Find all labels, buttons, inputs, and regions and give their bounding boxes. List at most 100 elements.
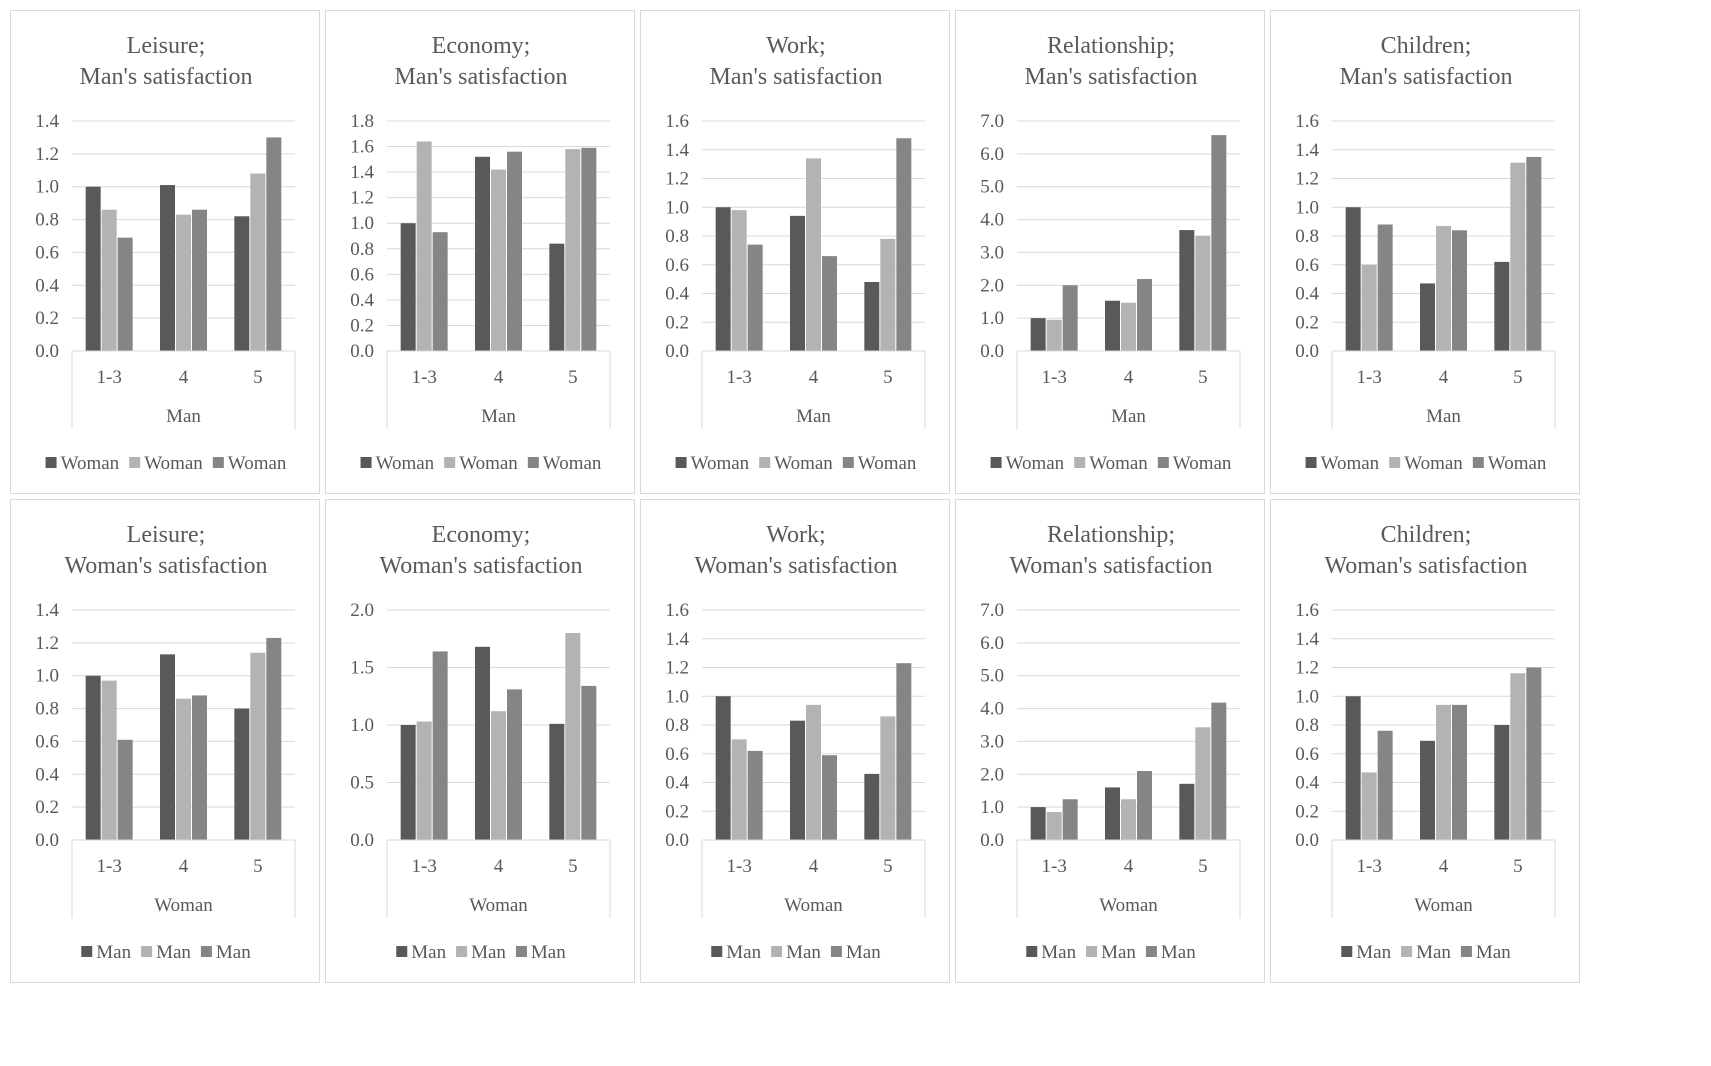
x-axis-label: Woman <box>154 895 213 916</box>
legend-swatch <box>1389 457 1401 468</box>
y-tick-label: 0.4 <box>1295 284 1319 305</box>
x-axis-label: Woman <box>1099 895 1158 916</box>
y-tick-label: 1.0 <box>1295 197 1319 218</box>
bar <box>416 721 432 840</box>
legend-swatch <box>990 457 1002 468</box>
bar <box>822 256 837 351</box>
legend-label: Man <box>1161 942 1196 963</box>
legend-swatch <box>1460 946 1472 957</box>
legend-label: Man <box>471 942 506 963</box>
chart-title: Children; <box>1381 522 1472 548</box>
x-tick-label: 1-3 <box>412 856 437 877</box>
bar <box>507 151 522 351</box>
chart-svg: Leisure; Woman's satisfaction 0.0 0.2 0.4 0.6… <box>35 522 296 963</box>
bar <box>1195 235 1211 351</box>
y-tick-label: 0.4 <box>1295 773 1319 794</box>
chart-title: Woman's satisfaction <box>379 553 582 579</box>
y-tick-label: 2.0 <box>980 275 1004 296</box>
bar <box>266 137 282 351</box>
y-tick-label: 0.6 <box>665 744 689 765</box>
chart-title: Man's satisfaction <box>1025 64 1198 90</box>
bar <box>790 215 805 351</box>
bar <box>864 282 880 351</box>
y-tick-label: 1.6 <box>665 600 689 621</box>
y-tick-label: 1.0 <box>980 797 1004 818</box>
x-tick-label: 1-3 <box>1357 856 1382 877</box>
legend-label: Woman <box>376 453 435 474</box>
x-tick-label: 1-3 <box>97 367 122 388</box>
bar <box>1121 302 1136 351</box>
y-tick-label: 3.0 <box>980 731 1004 752</box>
legend-label: Woman <box>61 453 120 474</box>
y-tick-label: 0.2 <box>350 315 374 336</box>
legend-swatch <box>1074 457 1086 468</box>
legend-swatch <box>212 457 224 468</box>
x-tick-label: 5 <box>1513 367 1523 388</box>
bar <box>806 704 821 840</box>
bar <box>176 698 191 840</box>
bar <box>491 169 506 351</box>
chart-svg: Children; Woman's satisfaction 0.0 0.2 0.4 0.… <box>1295 522 1556 963</box>
y-tick-label: 1.2 <box>35 633 59 654</box>
bar <box>1137 279 1152 351</box>
bar <box>101 680 117 840</box>
y-tick-label: 1.2 <box>1295 658 1319 679</box>
x-tick-label: 1-3 <box>727 367 752 388</box>
bar <box>1030 318 1046 351</box>
legend-label: Woman <box>1488 453 1547 474</box>
y-tick-label: 0.8 <box>1295 226 1319 247</box>
x-tick-label: 4 <box>179 856 189 877</box>
y-tick-label: 0.4 <box>35 275 59 296</box>
bar <box>880 716 896 840</box>
bar <box>806 158 821 351</box>
x-tick-label: 4 <box>494 856 504 877</box>
x-tick-label: 4 <box>809 367 819 388</box>
bar <box>1436 704 1451 840</box>
y-tick-label: 0.4 <box>35 764 59 785</box>
bar <box>266 637 282 840</box>
bar <box>581 685 597 840</box>
y-tick-label: 0.2 <box>35 308 59 329</box>
y-tick-label: 1.4 <box>35 111 59 132</box>
y-tick-label: 0.0 <box>350 830 374 851</box>
bar <box>1510 162 1526 351</box>
chart-panel: Relationship; Woman's satisfaction 0.0 1.0 2… <box>955 499 1265 983</box>
bar <box>1211 135 1227 351</box>
x-tick-label: 4 <box>179 367 189 388</box>
chart-svg: Leisure; Man's satisfaction 0.0 0.2 0.4 0.6 0.… <box>35 33 296 474</box>
bar <box>1377 730 1393 840</box>
bar <box>715 207 731 351</box>
y-tick-label: 1.0 <box>1295 686 1319 707</box>
x-axis-label: Man <box>1426 406 1461 427</box>
x-axis-label: Man <box>796 406 831 427</box>
bar <box>1345 696 1361 840</box>
y-tick-label: 0.8 <box>665 715 689 736</box>
y-tick-label: 1.4 <box>665 140 689 161</box>
legend-swatch <box>141 946 153 957</box>
chart-title: Woman's satisfaction <box>1009 553 1212 579</box>
y-tick-label: 6.0 <box>980 144 1004 165</box>
y-tick-label: 1.4 <box>35 600 59 621</box>
legend-label: Woman <box>1173 453 1232 474</box>
bar <box>1420 740 1435 840</box>
x-tick-label: 1-3 <box>727 856 752 877</box>
chart-title: Work; <box>766 33 825 59</box>
bar <box>85 675 101 840</box>
x-tick-label: 4 <box>1439 856 1449 877</box>
x-axis-label: Man <box>481 406 516 427</box>
y-tick-label: 1.0 <box>350 213 374 234</box>
bar <box>896 138 912 351</box>
bar <box>1436 225 1451 351</box>
x-tick-label: 5 <box>1198 367 1208 388</box>
bar <box>1062 285 1078 351</box>
bar <box>1345 207 1361 351</box>
y-tick-label: 0.6 <box>665 255 689 276</box>
legend-label: Man <box>1101 942 1136 963</box>
bar <box>416 141 432 351</box>
legend-swatch <box>396 946 408 957</box>
x-tick-label: 5 <box>568 367 578 388</box>
legend-label: Man <box>786 942 821 963</box>
legend-label: Woman <box>228 453 287 474</box>
legend-swatch <box>842 457 854 468</box>
